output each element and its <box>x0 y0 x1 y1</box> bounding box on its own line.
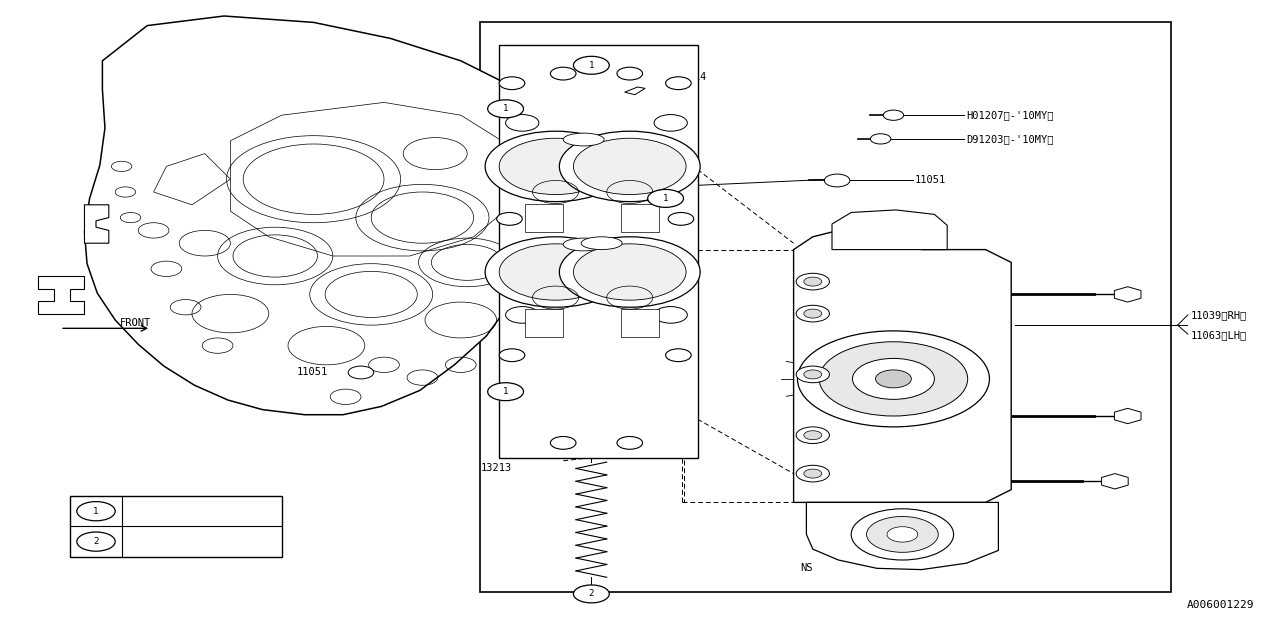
Circle shape <box>550 67 576 80</box>
Text: 1: 1 <box>503 104 508 113</box>
Circle shape <box>796 273 829 290</box>
Polygon shape <box>84 205 109 243</box>
Circle shape <box>485 237 626 307</box>
Circle shape <box>851 509 954 560</box>
Circle shape <box>499 77 525 90</box>
Circle shape <box>796 366 829 383</box>
Bar <box>70 496 282 557</box>
Text: A91055: A91055 <box>134 536 175 547</box>
Circle shape <box>488 100 524 118</box>
Text: A006001229: A006001229 <box>1187 600 1254 610</box>
Circle shape <box>804 309 822 318</box>
Circle shape <box>666 77 691 90</box>
Circle shape <box>499 349 525 362</box>
Circle shape <box>654 115 687 131</box>
Text: D91203（-'10MY）: D91203（-'10MY） <box>966 134 1053 145</box>
Circle shape <box>654 307 687 323</box>
Circle shape <box>824 174 850 187</box>
Circle shape <box>499 244 612 300</box>
Polygon shape <box>794 230 1011 502</box>
Circle shape <box>573 585 609 603</box>
Circle shape <box>804 431 822 440</box>
Circle shape <box>506 307 539 323</box>
Circle shape <box>876 370 911 388</box>
Text: 11063〈LH〉: 11063〈LH〉 <box>1190 330 1247 340</box>
Circle shape <box>550 436 576 449</box>
Text: 15027: 15027 <box>134 506 168 516</box>
Text: 11039〈RH〉: 11039〈RH〉 <box>1190 310 1247 320</box>
Circle shape <box>497 212 522 225</box>
Ellipse shape <box>581 237 622 250</box>
Circle shape <box>867 516 938 552</box>
Circle shape <box>796 427 829 444</box>
Circle shape <box>77 502 115 521</box>
Text: 1: 1 <box>589 61 594 70</box>
Circle shape <box>488 383 524 401</box>
Polygon shape <box>625 87 645 95</box>
Polygon shape <box>832 210 947 250</box>
Text: 13214: 13214 <box>676 72 707 82</box>
Circle shape <box>666 349 691 362</box>
Bar <box>499 45 698 458</box>
Circle shape <box>796 305 829 322</box>
Circle shape <box>883 110 904 120</box>
Text: A10693: A10693 <box>919 547 956 557</box>
Text: FRONT: FRONT <box>120 318 151 328</box>
Circle shape <box>870 134 891 144</box>
Circle shape <box>804 469 822 478</box>
Text: 13213: 13213 <box>481 463 512 474</box>
Circle shape <box>804 370 822 379</box>
Circle shape <box>77 532 115 551</box>
Circle shape <box>573 244 686 300</box>
Text: 10993*A: 10993*A <box>909 316 952 326</box>
Circle shape <box>506 115 539 131</box>
Text: NS: NS <box>800 269 813 279</box>
Text: 1: 1 <box>503 387 508 396</box>
Text: NS: NS <box>800 563 813 573</box>
Text: 1: 1 <box>93 507 99 516</box>
Polygon shape <box>1115 287 1140 302</box>
Circle shape <box>852 358 934 399</box>
Bar <box>525 309 563 337</box>
Text: 2: 2 <box>589 589 594 598</box>
Circle shape <box>887 527 918 542</box>
Circle shape <box>668 212 694 225</box>
Circle shape <box>804 277 822 286</box>
Polygon shape <box>84 16 570 415</box>
Bar <box>621 204 659 232</box>
Circle shape <box>648 189 684 207</box>
Text: 1: 1 <box>663 194 668 203</box>
Circle shape <box>573 56 609 74</box>
Text: H01207（-'10MY）: H01207（-'10MY） <box>966 110 1053 120</box>
Circle shape <box>617 436 643 449</box>
Ellipse shape <box>563 238 604 251</box>
Circle shape <box>796 465 829 482</box>
Polygon shape <box>1115 408 1140 424</box>
Circle shape <box>797 331 989 427</box>
Circle shape <box>559 131 700 202</box>
Polygon shape <box>38 276 84 314</box>
Text: 10993*A: 10993*A <box>922 508 965 518</box>
Bar <box>480 22 1171 592</box>
Polygon shape <box>806 502 998 570</box>
Text: 11051: 11051 <box>297 367 328 378</box>
Ellipse shape <box>563 133 604 146</box>
Bar <box>621 309 659 337</box>
Text: 11051: 11051 <box>915 175 946 186</box>
Circle shape <box>573 138 686 195</box>
Circle shape <box>348 366 374 379</box>
Bar <box>525 204 563 232</box>
Polygon shape <box>1102 474 1128 489</box>
Circle shape <box>819 342 968 416</box>
Text: 2: 2 <box>93 537 99 546</box>
Circle shape <box>559 237 700 307</box>
Circle shape <box>485 131 626 202</box>
Circle shape <box>499 138 612 195</box>
Circle shape <box>617 67 643 80</box>
